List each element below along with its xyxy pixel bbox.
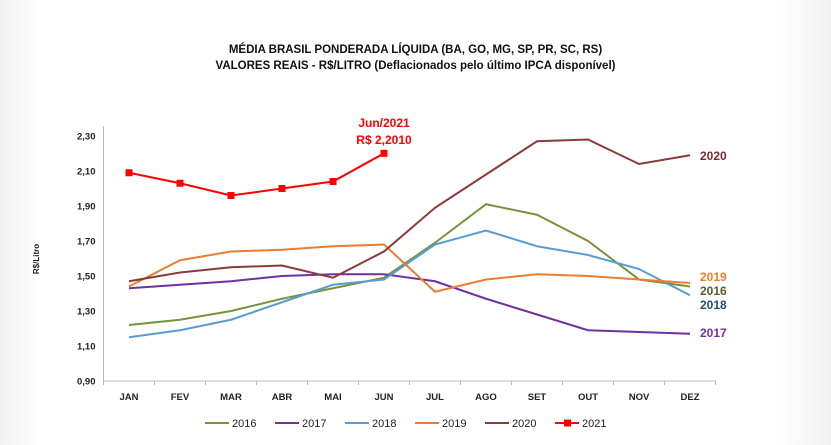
y-axis-label: R$/Litro — [32, 244, 41, 274]
x-tick-label: FEV — [171, 392, 190, 403]
y-tick-label: 1,10 — [77, 342, 96, 353]
series-label-2020: 2020 — [700, 149, 727, 163]
x-tick-label: OUT — [578, 392, 598, 403]
data-point-2021 — [125, 169, 133, 177]
y-tick-label: 2,10 — [77, 167, 96, 178]
y-tick-label: 1,70 — [77, 237, 96, 248]
data-point-2021 — [227, 192, 235, 199]
y-tick-label: 1,90 — [77, 202, 96, 213]
chart-title-block: MÉDIA BRASIL PONDERADA LÍQUIDA (BA, GO, … — [0, 42, 831, 74]
x-tick-label: AGO — [475, 392, 497, 403]
data-point-2021 — [380, 149, 388, 157]
x-tick-label: JUN — [374, 392, 393, 403]
series-label-2016: 2016 — [700, 284, 727, 298]
legend-label-2020: 2020 — [512, 418, 536, 430]
y-tick-label: 1,50 — [77, 272, 96, 283]
x-tick-label: ABR — [272, 392, 293, 403]
y-tick-label: 2,30 — [77, 132, 96, 143]
chart-subtitle: VALORES REAIS - R$/LITRO (Deflacionados … — [215, 60, 616, 72]
annotation-date: Jun/2021 — [358, 116, 410, 130]
series-line-2021 — [128, 152, 385, 197]
annotation-value: R$ 2,2010 — [356, 133, 412, 147]
series-label-2018: 2018 — [700, 298, 727, 312]
legend-label-2017: 2017 — [302, 418, 326, 430]
series-line-2016 — [128, 203, 691, 326]
series-line-2017 — [128, 273, 691, 335]
chart-title: MÉDIA BRASIL PONDERADA LÍQUIDA (BA, GO, … — [228, 44, 603, 56]
x-tick-label: NOV — [629, 392, 650, 403]
legend-label-2018: 2018 — [372, 418, 396, 430]
legend-marker-2021 — [564, 419, 571, 427]
series-line-2018 — [128, 229, 691, 339]
data-point-2021 — [278, 185, 286, 192]
y-tick-label: 0,90 — [77, 377, 96, 388]
x-tick-label: MAI — [324, 392, 341, 403]
x-tick-label: JAN — [119, 392, 138, 403]
data-point-2021 — [329, 178, 337, 185]
y-tick-label: 1,30 — [77, 307, 96, 318]
legend-label-2019: 2019 — [442, 418, 466, 430]
series-line-2020 — [128, 138, 691, 283]
x-tick-label: MAR — [220, 392, 242, 403]
x-tick-label: JUL — [426, 392, 444, 403]
data-point-2021 — [176, 179, 184, 187]
series-line-2019 — [128, 243, 691, 293]
legend-label-2016: 2016 — [232, 418, 256, 430]
x-tick-label: DEZ — [681, 392, 700, 403]
x-tick-label: SET — [528, 392, 547, 403]
legend-label-2021: 2021 — [582, 418, 606, 430]
series-label-2017: 2017 — [700, 326, 727, 340]
series-label-2019: 2019 — [700, 270, 727, 284]
